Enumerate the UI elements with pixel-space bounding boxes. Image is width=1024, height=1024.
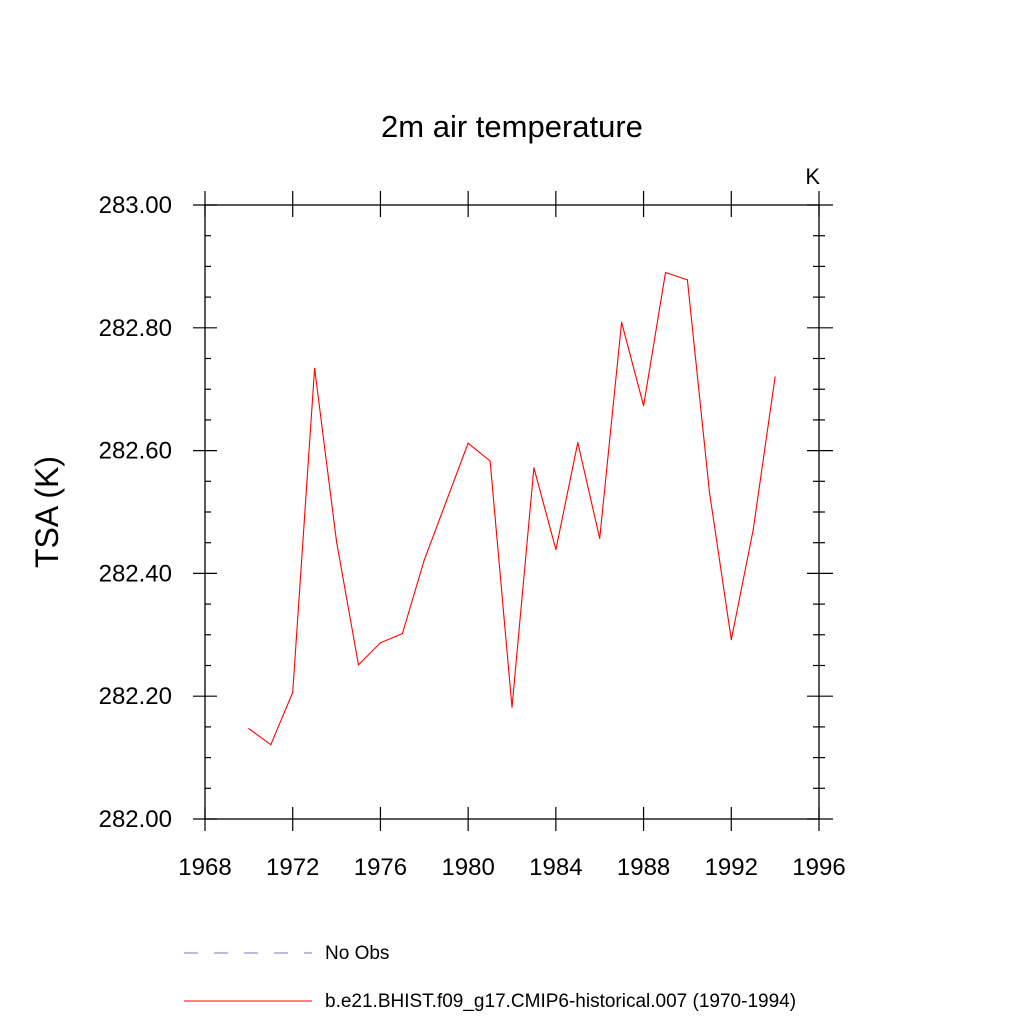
series-point [248, 728, 250, 730]
series-point [577, 442, 579, 444]
x-tick-label: 1988 [617, 854, 670, 881]
series-point [708, 491, 710, 493]
y-tick-label: 282.20 [99, 683, 172, 710]
ticks-layer: 1968 1972 1976 1980 1984 1988 1992 1996 282.00 28… [99, 191, 846, 881]
series-point [664, 271, 667, 274]
series-point [314, 367, 316, 369]
plot-frame [204, 204, 820, 820]
series-point [401, 632, 403, 635]
series-point [292, 691, 294, 694]
series-line-1 [248, 271, 776, 746]
series-point [599, 537, 601, 540]
series-point [511, 706, 513, 708]
series-point [533, 467, 535, 469]
x-tick-label: 1996 [792, 854, 845, 881]
x-tick-label: 1992 [705, 854, 758, 881]
x-tick-label: 1972 [266, 854, 319, 881]
series-point [335, 541, 338, 543]
legend-label-no-obs: No Obs [325, 943, 389, 964]
unit-label: K [805, 164, 820, 189]
x-tick-label: 1968 [178, 854, 231, 881]
series-point [730, 639, 732, 641]
x-tick-label: 1980 [441, 854, 494, 881]
series-point [642, 405, 645, 407]
y-tick-label: 282.80 [99, 315, 172, 342]
y-tick-label: 282.40 [99, 560, 172, 587]
series-point [423, 559, 425, 561]
series-point [752, 529, 754, 531]
series-point [555, 548, 557, 551]
series-point [379, 642, 382, 644]
x-tick-label: 1984 [529, 854, 582, 881]
series-point [467, 442, 469, 444]
legend-label-model: b.e21.BHIST.f09_g17.CMIP6-historical.007… [325, 991, 796, 1012]
series-point [774, 376, 776, 378]
series-point [270, 744, 272, 746]
chart-title: 2m air temperature [381, 109, 643, 144]
series-point [357, 664, 360, 666]
y-tick-label: 282.60 [99, 438, 172, 465]
series-layer [248, 271, 776, 746]
series-point [489, 460, 491, 462]
series-point [445, 500, 447, 503]
legend: No Obs b.e21.BHIST.f09_g17.CMIP6-histori… [184, 943, 796, 1012]
y-tick-label: 283.00 [99, 192, 172, 219]
series-point [686, 279, 689, 281]
y-axis-label: TSA (K) [29, 456, 65, 568]
series-point [621, 321, 623, 323]
x-tick-label: 1976 [354, 854, 407, 881]
y-tick-label: 282.00 [99, 806, 172, 833]
